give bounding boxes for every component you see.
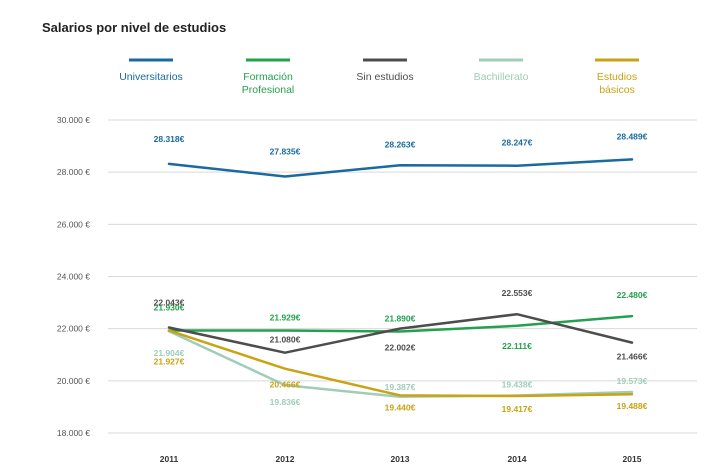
data-label: 21.466€	[617, 352, 648, 362]
y-tick-label: 20.000 €	[57, 376, 90, 386]
data-label: 27.835€	[270, 146, 301, 156]
x-tick-label: 2013	[391, 454, 410, 464]
y-tick-label: 22.000 €	[57, 324, 90, 334]
legend-label: Universitarios	[119, 71, 183, 83]
legend-label: Sin estudios	[356, 71, 413, 83]
data-label: 22.111€	[502, 341, 532, 351]
data-label: 22.553€	[502, 288, 533, 298]
data-label: 21.080€	[270, 335, 301, 345]
data-label: 21.904€	[154, 348, 185, 358]
series-line	[167, 329, 634, 398]
data-label: 22.480€	[617, 290, 648, 300]
y-tick-label: 30.000 €	[57, 115, 90, 125]
data-label: 21.927€	[154, 357, 185, 367]
y-tick-label: 28.000 €	[57, 167, 90, 177]
data-label: 22.002€	[385, 343, 416, 353]
x-tick-label: 2014	[508, 454, 527, 464]
data-label: 20.466€	[270, 380, 301, 390]
y-tick-label: 26.000 €	[57, 219, 90, 229]
series-line	[167, 312, 634, 354]
legend-label: Estudios básicos	[597, 71, 637, 96]
chart-title: Salarios por nivel de estudios	[42, 20, 227, 35]
x-tick-label: 2015	[623, 454, 642, 464]
data-label: 21.890€	[385, 314, 416, 324]
data-label: 19.438€	[502, 379, 533, 389]
data-label: 19.417€	[502, 404, 533, 414]
data-label: 22.043€	[154, 298, 185, 308]
data-label: 19.573€	[617, 376, 648, 386]
data-label: 19.488€	[617, 401, 648, 411]
data-label: 28.489€	[617, 131, 648, 141]
series-line	[167, 158, 634, 178]
data-label: 19.440€	[385, 402, 416, 412]
legend-label: Formación Profesional	[242, 71, 295, 96]
data-label: 28.318€	[154, 134, 185, 144]
data-label: 28.247€	[502, 138, 533, 148]
y-tick-label: 24.000 €	[57, 272, 90, 282]
data-label: 21.930€	[154, 302, 185, 312]
data-label: 28.263€	[385, 139, 416, 149]
x-tick-label: 2011	[160, 454, 179, 464]
y-tick-label: 18.000 €	[57, 428, 90, 438]
data-label: 21.929€	[270, 313, 301, 323]
data-label: 19.836€	[270, 397, 301, 407]
data-label: 19.387€	[385, 382, 416, 392]
x-tick-label: 2012	[276, 454, 295, 464]
legend-label: Bachillerato	[474, 71, 529, 83]
